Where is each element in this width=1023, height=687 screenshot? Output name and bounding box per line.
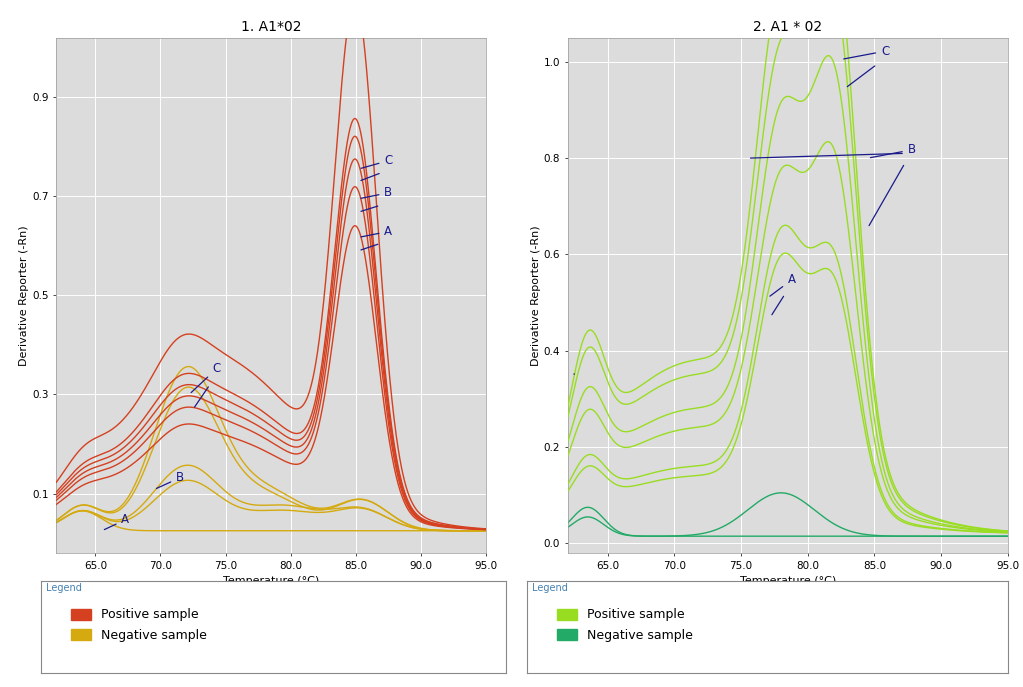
Text: A: A [104,513,129,530]
Legend: Positive sample, Negative sample: Positive sample, Negative sample [65,603,212,647]
Text: C: C [191,362,221,392]
Legend: Positive sample, Negative sample: Positive sample, Negative sample [552,603,699,647]
Title: 2. A1 * 02: 2. A1 * 02 [753,20,822,34]
X-axis label: Temperature (°C): Temperature (°C) [223,576,319,586]
X-axis label: Temperature (°C): Temperature (°C) [740,576,836,586]
Text: B: B [361,186,393,199]
Text: B: B [871,144,916,157]
Text: C: C [361,154,393,168]
Title: 1. A1*02: 1. A1*02 [240,20,302,34]
Text: Legend: Legend [46,583,82,594]
Text: B: B [157,471,184,488]
Text: C: C [844,45,889,59]
Y-axis label: Derivative Reporter (-Rn): Derivative Reporter (-Rn) [19,225,30,365]
Text: .: . [571,364,576,379]
Text: Legend: Legend [532,583,568,594]
Text: A: A [361,225,393,238]
Y-axis label: Derivative Reporter (-Rn): Derivative Reporter (-Rn) [531,225,541,365]
Text: A: A [770,273,796,296]
